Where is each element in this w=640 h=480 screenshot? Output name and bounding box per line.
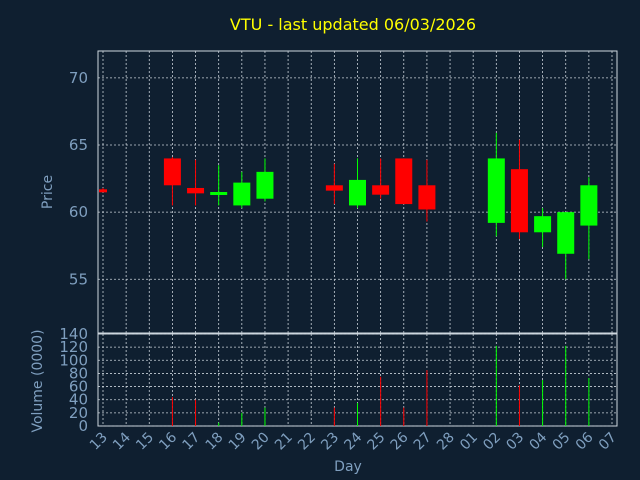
volume-tick-label: 40 xyxy=(69,391,88,409)
candle-body xyxy=(510,169,528,233)
candle-body xyxy=(487,158,505,223)
volume-axis-label: Volume (0000) xyxy=(30,329,46,432)
volume-tick-label: 100 xyxy=(59,351,88,369)
volume-tick-label: 120 xyxy=(59,338,88,356)
x-axis-ticks: 13 14 15 16 17 18 19 20 21 22 23 24 25 26 27 28 01 02 03 04… xyxy=(87,429,620,453)
candle-body xyxy=(187,187,205,194)
candle xyxy=(487,132,505,237)
candle xyxy=(372,158,390,199)
y-axis-label: Price xyxy=(40,175,56,209)
candle-body xyxy=(163,158,181,186)
chart-title: VTU - last updated 06/03/2026 xyxy=(230,15,476,34)
candle-body xyxy=(580,185,598,226)
price-tick-label: 65 xyxy=(69,136,88,154)
candle-body xyxy=(418,185,436,210)
candle xyxy=(349,158,366,209)
candle xyxy=(557,212,575,280)
candle xyxy=(510,139,528,239)
candle xyxy=(256,158,274,202)
volume-tick-label: 0 xyxy=(78,417,88,435)
candle xyxy=(233,171,251,209)
candle xyxy=(163,157,181,206)
candle xyxy=(187,159,205,206)
candle-body xyxy=(233,182,251,206)
candle-body xyxy=(99,189,107,193)
price-panel: 55 60 65 70 xyxy=(69,50,618,334)
candle-body xyxy=(210,192,228,195)
price-tick-label: 60 xyxy=(69,203,88,221)
candle-body xyxy=(557,212,575,254)
candle-body xyxy=(372,185,390,195)
candle-body xyxy=(256,171,274,199)
price-tick-label: 55 xyxy=(69,270,88,288)
candle-body xyxy=(534,216,552,233)
candle xyxy=(325,163,343,205)
candle-body xyxy=(349,179,366,206)
x-axis-label: Day xyxy=(334,459,362,475)
candle xyxy=(395,158,413,205)
candle xyxy=(534,208,552,248)
candle xyxy=(580,177,598,260)
volume-tick-label: 80 xyxy=(69,364,88,382)
volume-tick-label: 20 xyxy=(69,404,88,422)
volume-tick-label: 140 xyxy=(59,325,88,343)
candle-body xyxy=(395,158,413,205)
price-tick-label: 70 xyxy=(69,69,88,87)
volume-tick-label: 60 xyxy=(69,378,88,396)
candle xyxy=(210,165,228,206)
candle-body xyxy=(325,185,343,191)
candle xyxy=(99,187,107,193)
candle xyxy=(418,159,436,222)
